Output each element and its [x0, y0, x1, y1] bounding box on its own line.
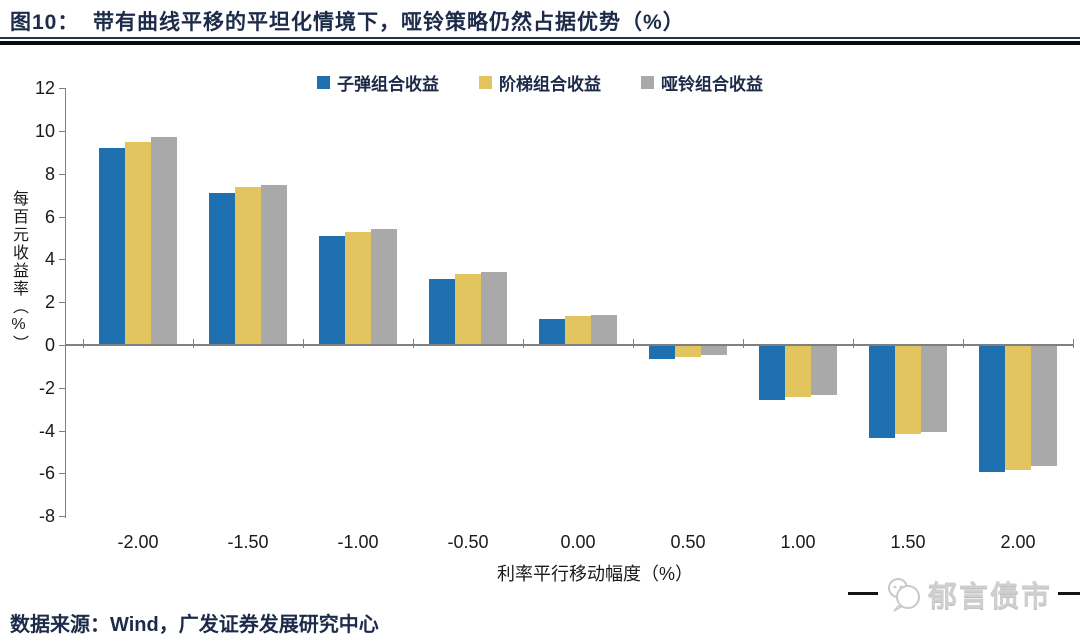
x-axis-tick: [1073, 339, 1074, 348]
brand-name: 郁言债市: [927, 581, 1052, 613]
bar: [565, 316, 591, 345]
y-axis-tick: [59, 302, 65, 304]
x-axis-tick: [303, 339, 304, 348]
bar: [895, 346, 921, 434]
chat-bubbles-icon: [887, 578, 920, 612]
x-axis-zero-line: [65, 344, 1073, 346]
bar: [1005, 346, 1031, 471]
x-axis-tick: [963, 339, 964, 348]
x-tick-label: -1.00: [337, 532, 379, 553]
bar: [235, 186, 261, 345]
y-tick-label: -2: [38, 377, 55, 398]
y-axis-tick: [59, 259, 65, 261]
chart-legend: 子弹组合收益 阶梯组合收益 哑铃组合收益: [0, 70, 1080, 95]
legend-swatch-icon: [317, 76, 330, 89]
y-axis-title: 每百元收益率（%）: [10, 190, 27, 353]
bar: [675, 346, 701, 357]
y-tick-label: 0: [44, 335, 55, 355]
bar: [811, 346, 837, 396]
y-tick-label: 2: [44, 292, 55, 313]
bar: [591, 315, 617, 345]
x-tick-label: 2.00: [1000, 532, 1036, 553]
y-tick-label: -6: [38, 463, 55, 484]
y-axis-tick: [59, 88, 65, 90]
x-tick-label: 0.00: [560, 532, 596, 553]
y-axis-tick: [59, 516, 65, 518]
bar: [649, 346, 675, 359]
y-axis-line: [65, 88, 66, 519]
y-axis-tick: [59, 173, 65, 175]
bar: [209, 193, 235, 345]
y-tick-label: 8: [44, 163, 55, 184]
bar: [99, 148, 125, 345]
x-tick-label: -0.50: [447, 532, 489, 553]
x-axis-title: 利率平行移动幅度（%）: [496, 564, 693, 584]
brand-watermark: 郁言债市: [878, 572, 1058, 616]
y-tick-label: -8: [38, 506, 55, 527]
y-tick-label: 6: [44, 206, 55, 227]
title-rule-thick: [0, 41, 1080, 45]
x-tick-label: 1.50: [890, 532, 926, 553]
x-axis-tick: [413, 339, 414, 348]
x-tick-label: -1.50: [227, 532, 269, 553]
x-axis-tick: [193, 339, 194, 348]
bar: [319, 235, 345, 345]
bar: [785, 346, 811, 398]
figure-title: 图10： 带有曲线平移的平坦化情境下，哑铃策略仍然占据优势（%）: [10, 11, 685, 34]
y-tick-label: -4: [38, 420, 55, 441]
x-axis-tick: [743, 339, 744, 348]
bar: [261, 184, 287, 345]
bar: [151, 137, 177, 345]
bar: [429, 278, 455, 345]
x-tick-label: 1.00: [780, 532, 816, 553]
y-axis-tick: [59, 387, 65, 389]
legend-item: 哑铃组合收益: [641, 70, 763, 95]
bar: [371, 229, 397, 345]
legend-item: 子弹组合收益: [317, 70, 439, 95]
bar: [759, 346, 785, 400]
x-axis-tick: [83, 339, 84, 348]
bar: [455, 274, 481, 345]
x-tick-label: 0.50: [670, 532, 706, 553]
legend-swatch-icon: [479, 76, 492, 89]
bar: [1031, 346, 1057, 466]
x-axis-tick: [853, 339, 854, 348]
bar: [345, 231, 371, 345]
bar: [979, 346, 1005, 473]
y-tick-label: 10: [34, 121, 55, 141]
x-axis-tick: [633, 339, 634, 348]
bar: [869, 346, 895, 439]
data-source: 数据来源：Wind，广发证券发展研究中心: [10, 614, 379, 636]
bar: [481, 272, 507, 345]
y-axis-tick: [59, 473, 65, 475]
bar: [125, 141, 151, 345]
legend-swatch-icon: [641, 76, 654, 89]
bar: [921, 346, 947, 432]
y-tick-label: 4: [44, 249, 55, 270]
legend-item: 阶梯组合收益: [479, 70, 601, 95]
y-tick-label: 12: [34, 78, 55, 99]
bar: [539, 319, 565, 345]
title-rule-thin: [0, 37, 1080, 39]
y-axis-tick: [59, 216, 65, 218]
bar: [701, 346, 727, 355]
x-axis-tick: [523, 339, 524, 348]
y-axis-tick: [59, 430, 65, 432]
legend-label: 子弹组合收益: [337, 75, 439, 94]
legend-label: 哑铃组合收益: [661, 75, 763, 94]
y-axis-tick: [59, 131, 65, 132]
x-tick-label: -2.00: [117, 532, 159, 553]
legend-label: 阶梯组合收益: [499, 75, 601, 94]
y-axis-tick: [59, 345, 65, 346]
